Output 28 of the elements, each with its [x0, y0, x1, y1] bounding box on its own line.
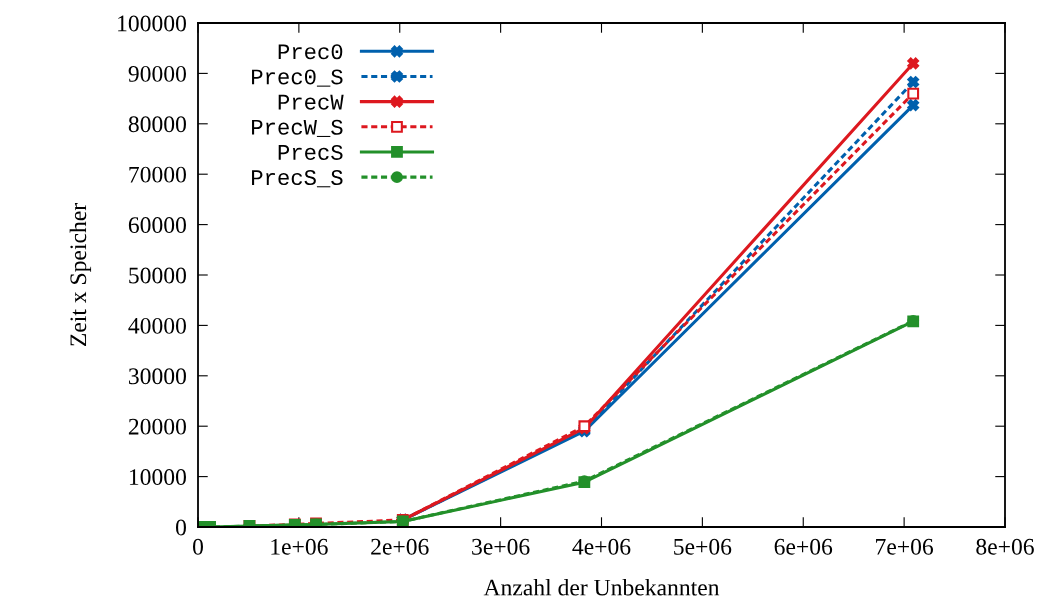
y-tick-label: 70000 [129, 166, 186, 183]
legend-label: Prec0 [278, 44, 343, 60]
y-tick-label: 80000 [128, 116, 186, 133]
y-tick-label: 60000 [128, 217, 186, 234]
y-axis-title: Zeit x Speicher [69, 203, 92, 346]
y-tick-label: 50000 [129, 267, 186, 284]
legend-label: PrecW_S [252, 119, 343, 137]
y-tick-label: 90000 [128, 65, 186, 82]
x-tick-label: 7e+06 [876, 538, 934, 555]
x-tick-label: 8e+06 [976, 538, 1034, 555]
legend-label: Prec0_S [252, 69, 343, 87]
legend-label: PrecW [278, 94, 344, 110]
x-tick-label: 3e+06 [472, 538, 530, 555]
x-tick-label: 0 [193, 538, 203, 555]
y-tick-label: 40000 [128, 317, 186, 334]
y-tick-label: 100000 [118, 15, 186, 32]
legend-label: PrecS [278, 144, 343, 160]
x-axis-title: Anzahl der Unbekannten [483, 578, 720, 596]
x-tick-label: 6e+06 [774, 538, 833, 555]
legend-label: PrecS_S [252, 170, 343, 188]
x-tick-label: 5e+06 [674, 538, 732, 555]
x-tick-label: 4e+06 [572, 538, 631, 555]
x-tick-label: 2e+06 [371, 538, 429, 555]
y-tick-label: 0 [175, 519, 186, 536]
y-tick-label: 10000 [129, 469, 186, 486]
y-tick-label: 30000 [128, 368, 186, 385]
y-tick-label: 20000 [128, 418, 186, 435]
x-tick-label: 1e+06 [271, 538, 328, 555]
